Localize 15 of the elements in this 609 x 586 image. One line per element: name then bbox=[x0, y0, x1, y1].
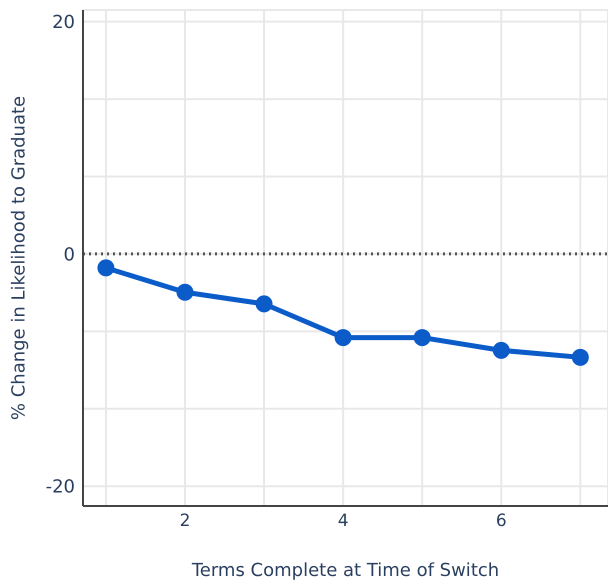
x-axis-title: Terms Complete at Time of Switch bbox=[190, 560, 500, 581]
y-tick-label: 0 bbox=[64, 244, 75, 266]
y-tick-label: 20 bbox=[52, 12, 75, 34]
x-tick-label: 2 bbox=[180, 511, 190, 532]
point bbox=[97, 259, 114, 276]
y-axis-title: % Change in Likelihood to Graduate bbox=[8, 96, 30, 420]
point bbox=[334, 329, 352, 346]
y-tick-label: -20 bbox=[46, 476, 75, 498]
point bbox=[572, 348, 589, 366]
point bbox=[414, 329, 431, 346]
point bbox=[492, 342, 510, 359]
point bbox=[176, 284, 194, 301]
point bbox=[256, 295, 273, 312]
x-tick-label: 4 bbox=[338, 511, 349, 532]
x-tick-label: 6 bbox=[496, 511, 507, 532]
